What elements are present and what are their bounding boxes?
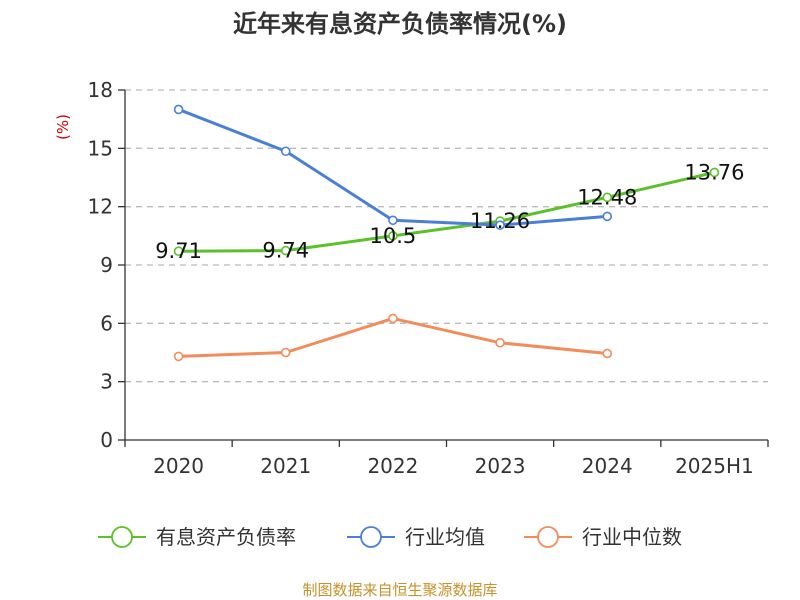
data-point <box>602 348 613 359</box>
data-point <box>280 245 291 256</box>
x-tick-label: 2020 <box>153 454 204 478</box>
axes: 0 3 6 9 12 15 18 2020 2021 2022 2023 2024 2025H1 <box>88 78 769 478</box>
data-point <box>602 192 613 203</box>
y-tick-label: 6 <box>100 311 113 335</box>
x-tick-label: 2021 <box>260 454 311 478</box>
data-point <box>388 313 398 324</box>
series-line <box>177 170 716 253</box>
data-label: 9.74 <box>262 239 309 263</box>
data-point <box>173 246 184 256</box>
data-point <box>495 337 505 348</box>
data-label: 13.76 <box>684 160 744 184</box>
series-line <box>177 107 609 227</box>
legend-marker <box>360 526 382 548</box>
x-tick-label: 2024 <box>582 454 633 478</box>
x-tick-label: 2023 <box>475 454 526 478</box>
series-line <box>177 316 609 358</box>
y-tick-label: 0 <box>100 428 113 452</box>
data-point <box>280 347 291 358</box>
x-tick-label: 2025H1 <box>675 454 754 478</box>
y-tick-label: 18 <box>88 78 113 102</box>
series-group <box>173 104 720 362</box>
x-tick-label: 2022 <box>367 454 418 478</box>
legend-label: 行业均值 <box>405 525 485 549</box>
data-point <box>173 351 184 362</box>
y-tick-label: 15 <box>88 136 113 160</box>
data-point <box>388 231 398 241</box>
y-tick-label: 9 <box>100 253 113 277</box>
legend-marker <box>537 526 559 548</box>
data-label: 12.48 <box>577 185 637 209</box>
data-label: 10.5 <box>370 224 417 248</box>
chart-title: 近年来有息资产负债率情况(%) <box>233 10 567 38</box>
data-point <box>173 104 184 115</box>
data-point <box>495 220 505 230</box>
y-axis-label: (%) <box>54 114 72 140</box>
legend-label: 行业中位数 <box>582 525 682 549</box>
data-point <box>602 211 613 222</box>
y-tick-label: 12 <box>88 195 113 219</box>
y-tick-label: 3 <box>100 370 113 394</box>
data-point <box>388 215 398 226</box>
legend-marker <box>111 526 133 548</box>
grid-lines <box>125 89 768 383</box>
data-label: 11.26 <box>470 209 530 233</box>
legend-label: 有息资产负债率 <box>156 525 296 549</box>
data-labels: 9.71 9.74 10.5 11.26 12.48 13.76 <box>155 160 744 263</box>
data-label: 9.71 <box>155 239 202 263</box>
source-note: 制图数据来自恒生聚源数据库 <box>302 581 497 599</box>
data-point <box>280 146 291 157</box>
legend: 有息资产负债率 行业均值 行业中位数 <box>98 525 682 549</box>
data-point <box>709 167 720 178</box>
